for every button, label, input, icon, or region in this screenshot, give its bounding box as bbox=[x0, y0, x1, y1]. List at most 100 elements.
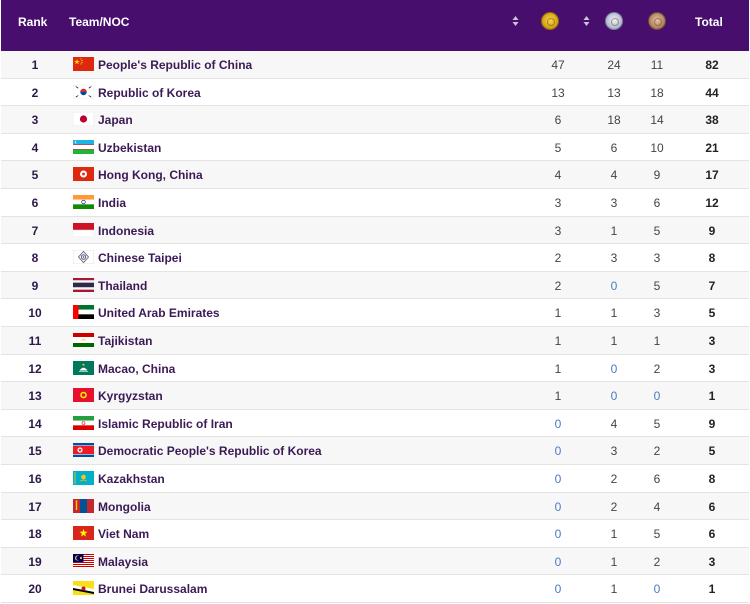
bronze-count: 5 bbox=[653, 527, 661, 542]
silver-count: 0 bbox=[610, 361, 618, 376]
table-row[interactable]: 13 Kyrgyzstan 1 0 0 1 bbox=[1, 382, 749, 410]
sort-icon[interactable] bbox=[512, 15, 519, 27]
silver-count: 1 bbox=[610, 333, 618, 348]
uae-flag-icon bbox=[73, 305, 94, 320]
macao-flag-icon bbox=[73, 360, 94, 375]
team-column-header[interactable]: Team/NOC bbox=[69, 15, 130, 29]
table-row[interactable]: 9 Thailand 2 0 5 7 bbox=[1, 271, 749, 300]
gold-count: 6 bbox=[554, 113, 562, 128]
team-name-link[interactable]: Malaysia bbox=[98, 554, 149, 569]
malaysia-flag-icon bbox=[73, 553, 94, 568]
silver-count: 1 bbox=[610, 223, 618, 238]
india-flag-icon bbox=[73, 194, 94, 209]
table-row[interactable]: 2 Republic of Korea 13 13 18 44 bbox=[1, 79, 749, 107]
silver-count: 3 bbox=[610, 444, 618, 459]
table-row[interactable]: 19 Malaysia 0 1 2 3 bbox=[1, 547, 749, 576]
rank-cell: 10 bbox=[28, 306, 42, 321]
table-row[interactable]: 7 Indonesia 3 1 5 9 bbox=[1, 216, 749, 245]
rank-cell: 4 bbox=[31, 140, 39, 155]
table-row[interactable]: 4 Uzbekistan 5 6 10 21 bbox=[1, 134, 749, 162]
team-name-link[interactable]: Islamic Republic of Iran bbox=[98, 416, 233, 431]
gold-count: 2 bbox=[554, 278, 562, 293]
team-name-link[interactable]: Chinese Taipei bbox=[98, 251, 182, 266]
total-column-header[interactable]: Total bbox=[695, 15, 723, 29]
silver-count: 6 bbox=[610, 140, 618, 155]
silver-medal-icon[interactable] bbox=[605, 12, 623, 30]
table-body: 1 People's Republic of China 47 24 11 82 2 Repu… bbox=[1, 51, 749, 603]
table-row[interactable]: 15 Democratic People's Republic of Korea 0… bbox=[1, 437, 749, 465]
team-name-link[interactable]: People's Republic of China bbox=[98, 58, 253, 72]
team-name-link[interactable]: Republic of Korea bbox=[98, 85, 201, 100]
sort-icon[interactable] bbox=[583, 15, 590, 27]
table-row[interactable]: 6 India 3 3 6 12 bbox=[1, 189, 749, 217]
bronze-count: 1 bbox=[653, 333, 661, 348]
total-count: 17 bbox=[705, 168, 719, 183]
silver-count: 4 bbox=[610, 416, 618, 431]
table-row[interactable]: 12 Macao, China 1 0 2 3 bbox=[1, 355, 749, 383]
table-row[interactable]: 14 Islamic Republic of Iran 0 4 5 9 bbox=[1, 410, 749, 438]
bronze-count: 5 bbox=[653, 223, 661, 238]
bronze-count: 6 bbox=[653, 471, 661, 486]
table-row[interactable]: 20 Brunei Darussalam 0 1 0 1 bbox=[1, 575, 749, 603]
rank-cell: 18 bbox=[28, 527, 42, 542]
japan-flag-icon bbox=[73, 112, 94, 127]
total-count: 3 bbox=[708, 333, 716, 348]
total-count: 1 bbox=[708, 389, 716, 404]
team-name-link[interactable]: Mongolia bbox=[98, 499, 151, 514]
table-row[interactable]: 18 Viet Nam 0 1 5 6 bbox=[1, 520, 749, 548]
rank-cell: 20 bbox=[28, 582, 42, 597]
gold-count: 5 bbox=[554, 140, 562, 155]
gold-count: 3 bbox=[554, 195, 562, 210]
team-name-link[interactable]: Brunei Darussalam bbox=[98, 582, 208, 597]
bronze-count: 5 bbox=[653, 416, 661, 431]
gold-medal-icon[interactable] bbox=[541, 12, 559, 30]
total-count: 82 bbox=[705, 58, 719, 72]
team-name-link[interactable]: Macao, China bbox=[98, 361, 176, 376]
table-row[interactable]: 5 Hong Kong, China 4 4 9 17 bbox=[1, 161, 749, 189]
table-row[interactable]: 3 Japan 6 18 14 38 bbox=[1, 106, 749, 134]
team-name-link[interactable]: Viet Nam bbox=[98, 527, 150, 542]
rank-cell: 1 bbox=[31, 58, 39, 72]
rank-cell: 2 bbox=[31, 85, 39, 100]
team-name-link[interactable]: Kazakhstan bbox=[98, 471, 165, 486]
silver-count: 1 bbox=[610, 306, 618, 321]
silver-count: 1 bbox=[610, 582, 618, 597]
table-header: Rank Team/NOC Total bbox=[1, 0, 749, 51]
rank-cell: 16 bbox=[28, 471, 42, 486]
silver-count: 0 bbox=[610, 389, 618, 404]
table-row[interactable]: 16 Kazakhstan 0 2 6 8 bbox=[1, 465, 749, 493]
hong-kong-flag-icon bbox=[73, 167, 94, 182]
rank-column-header[interactable]: Rank bbox=[18, 15, 48, 29]
team-name-link[interactable]: Hong Kong, China bbox=[98, 168, 203, 183]
silver-count: 3 bbox=[610, 251, 618, 266]
korea-flag-icon bbox=[73, 84, 94, 99]
table-row[interactable]: 11 Tajikistan 1 1 1 3 bbox=[1, 326, 749, 355]
rank-cell: 9 bbox=[31, 278, 39, 293]
uzbekistan-flag-icon bbox=[73, 139, 94, 154]
team-name-link[interactable]: Kyrgyzstan bbox=[98, 389, 163, 404]
silver-count: 24 bbox=[607, 58, 621, 72]
team-name-link[interactable]: Tajikistan bbox=[98, 333, 153, 348]
total-count: 8 bbox=[708, 471, 716, 486]
table-row[interactable]: 17 Mongolia 0 2 4 6 bbox=[1, 492, 749, 521]
team-name-link[interactable]: Thailand bbox=[98, 278, 148, 293]
bronze-count: 6 bbox=[653, 195, 661, 210]
team-name-link[interactable]: United Arab Emirates bbox=[98, 306, 220, 321]
bronze-count: 3 bbox=[653, 306, 661, 321]
team-name-link[interactable]: Indonesia bbox=[98, 223, 155, 238]
team-name-link[interactable]: Democratic People's Republic of Korea bbox=[98, 444, 322, 459]
rank-cell: 5 bbox=[31, 168, 39, 183]
bronze-count: 3 bbox=[653, 251, 661, 266]
bronze-medal-icon[interactable] bbox=[648, 12, 666, 30]
bronze-count: 0 bbox=[653, 389, 661, 404]
rank-cell: 11 bbox=[28, 333, 42, 348]
silver-count: 2 bbox=[610, 471, 618, 486]
bronze-count: 10 bbox=[650, 140, 664, 155]
table-row[interactable]: 10 United Arab Emirates 1 1 3 5 bbox=[1, 299, 749, 327]
table-row[interactable]: 1 People's Republic of China 47 24 11 82 bbox=[1, 51, 749, 79]
team-name-link[interactable]: Uzbekistan bbox=[98, 140, 162, 155]
team-name-link[interactable]: Japan bbox=[98, 113, 133, 128]
table-row[interactable]: 8 Chinese Taipei 2 3 3 8 bbox=[1, 244, 749, 272]
team-name-link[interactable]: India bbox=[98, 195, 127, 210]
